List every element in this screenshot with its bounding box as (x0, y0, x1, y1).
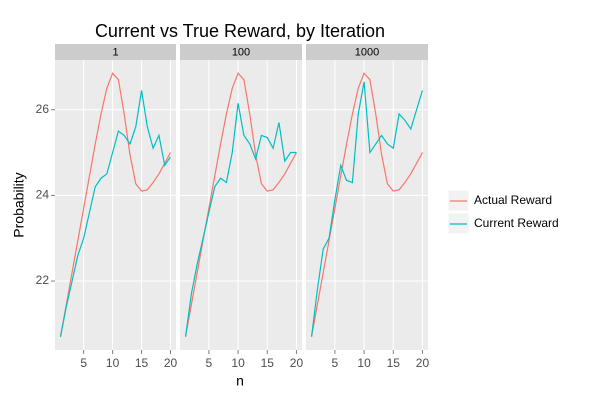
series-line (310, 81, 424, 337)
x-tick-label: 10 (357, 356, 371, 370)
strip (55, 44, 176, 60)
y-tick-label: 24 (36, 188, 50, 202)
x-tick-label: 20 (290, 356, 304, 370)
panel (306, 60, 428, 350)
x-tick-label: 10 (231, 356, 245, 370)
x-tick-label: 5 (80, 356, 87, 370)
strip-label: 1 (112, 46, 118, 58)
strip-label: 100 (232, 46, 250, 58)
x-tick-label: 20 (164, 356, 178, 370)
series-line (59, 90, 171, 337)
series-line (59, 72, 172, 337)
panel (180, 60, 302, 350)
x-tick-label: 10 (106, 356, 120, 370)
x-tick-label: 20 (416, 356, 430, 370)
legend-label: Current Reward (474, 216, 559, 230)
strip (306, 44, 428, 60)
series-line (184, 103, 297, 337)
x-axis-title: n (236, 373, 244, 389)
y-axis-title: Probability (11, 172, 27, 237)
panel (55, 60, 176, 350)
chart-title: Current vs True Reward, by Iteration (95, 21, 385, 41)
x-tick-label: 15 (135, 356, 149, 370)
y-tick-label: 22 (36, 273, 50, 287)
x-tick-label: 5 (332, 356, 339, 370)
legend-label: Actual Reward (474, 193, 552, 207)
x-tick-label: 15 (261, 356, 275, 370)
x-tick-label: 5 (206, 356, 213, 370)
strip-label: 1000 (355, 46, 379, 58)
strip (180, 44, 302, 60)
y-tick-label: 26 (36, 102, 50, 116)
x-tick-label: 15 (387, 356, 401, 370)
